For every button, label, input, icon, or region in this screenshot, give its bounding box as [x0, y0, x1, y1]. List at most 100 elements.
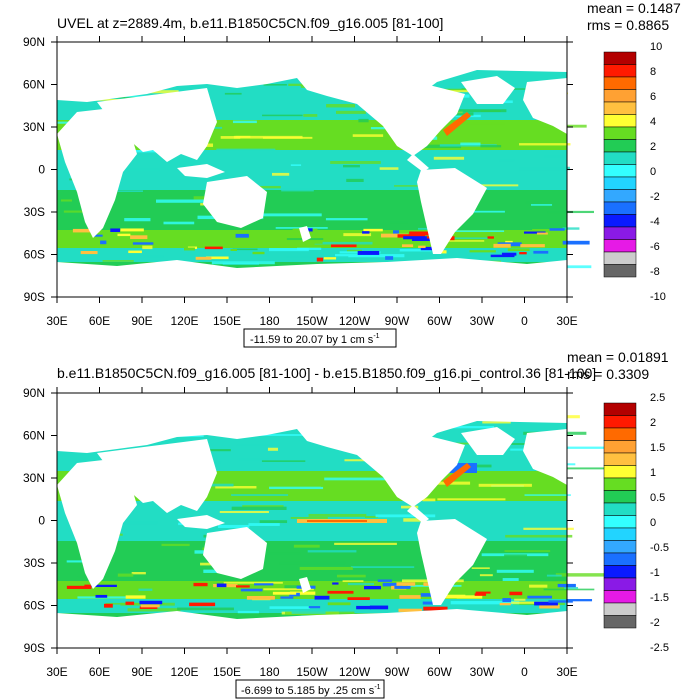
jet-streak	[487, 236, 494, 239]
ocean-streak	[314, 241, 373, 245]
colorbar-segment	[603, 602, 637, 616]
colorbar-segment	[603, 251, 637, 265]
ocean-streak	[530, 204, 553, 206]
jet-streak	[104, 603, 113, 608]
ocean-streak	[403, 518, 425, 522]
jet-streak	[418, 245, 426, 249]
colorbar-label: -4	[650, 216, 660, 228]
colorbar-segment	[603, 176, 637, 190]
colorbar-label: -6	[650, 241, 660, 253]
info-superscript: -1	[374, 684, 380, 691]
colorbar-segment	[603, 264, 637, 278]
colorbar-label: 8	[650, 66, 656, 78]
info-text: -11.59 to 20.07 by 1 cm s	[250, 334, 374, 346]
jet-streak	[469, 250, 496, 253]
jet-streak	[73, 592, 82, 596]
ocean-streak	[562, 227, 580, 230]
ocean-streak	[478, 483, 532, 487]
ocean-streak	[105, 602, 165, 605]
ocean-streak	[358, 118, 369, 123]
ocean-streak	[454, 109, 507, 113]
ocean-streak	[347, 582, 374, 586]
jet-streak	[91, 584, 117, 588]
jet-streak	[532, 229, 557, 232]
ocean-streak	[379, 167, 399, 170]
info-box: -11.59 to 20.07 by 1 cm s-1	[243, 328, 397, 348]
jet-streak	[509, 591, 523, 596]
colorbar-label: 1.5	[650, 442, 665, 454]
jet-streak	[306, 240, 323, 244]
jet-streak	[327, 602, 351, 606]
jet-streak	[254, 583, 274, 586]
ocean-streak	[523, 527, 574, 530]
jet-streak	[411, 238, 438, 242]
x-tick-label: 150E	[213, 314, 241, 328]
jet-streak	[140, 604, 160, 608]
gulf-stream-anomaly	[437, 463, 477, 473]
colorbar-segment	[603, 151, 637, 165]
colorbar-label: 4	[650, 116, 656, 128]
ocean-streak	[432, 426, 495, 429]
ocean-streak	[450, 601, 520, 605]
colorbar-segment	[603, 490, 637, 504]
jet-streak	[398, 608, 422, 612]
ocean-streak	[505, 534, 573, 538]
jet-streak	[547, 231, 565, 236]
colorbar-label: 0	[650, 166, 656, 178]
jet-streak	[66, 585, 92, 589]
jet-streak	[536, 232, 550, 235]
ocean-streak	[303, 114, 318, 117]
panel-top: UVEL at z=2889.4m, b.e11.B1850C5CN.f09_g…	[23, 0, 681, 348]
info-superscript: -1	[373, 333, 379, 340]
panel-title: UVEL at z=2889.4m, b.e11.B1850C5CN.f09_g…	[57, 15, 443, 31]
ocean-streak	[558, 467, 628, 470]
ocean-streak	[218, 524, 250, 528]
info-text: -6.699 to 5.185 by .25 cm s	[241, 685, 375, 697]
jet-streak	[252, 251, 265, 255]
x-tick-label: 30W	[470, 665, 495, 679]
ocean-band	[57, 248, 567, 262]
ocean-streak	[326, 104, 356, 108]
ocean-streak	[117, 573, 134, 577]
y-tick-label: 30N	[23, 120, 45, 134]
ocean-streak	[437, 498, 506, 501]
ocean-streak	[325, 218, 368, 221]
ocean-streak	[335, 110, 366, 114]
colorbar-labels: 10 8 6 4 2 0 -2 -4 -6 -8 -10	[650, 41, 666, 303]
colorbar-label: -8	[650, 266, 660, 278]
ocean-streak	[539, 578, 568, 582]
colorbar-label: -2	[650, 617, 660, 629]
colorbar-segment	[603, 477, 637, 491]
x-tick-label: 120E	[170, 665, 198, 679]
jet-streak	[401, 244, 414, 248]
jet-streak	[72, 228, 100, 233]
ocean-streak	[232, 248, 258, 251]
ocean-streak	[259, 520, 288, 524]
colorbar-segment	[603, 226, 637, 240]
jet-streak	[100, 240, 107, 245]
ocean-streak	[103, 520, 158, 525]
colorbar-label: 0	[650, 517, 656, 529]
colorbar	[603, 402, 637, 629]
map-area	[51, 387, 628, 654]
ocean-streak	[433, 156, 465, 160]
y-axis-labels: 90N 60N 30N 0 30S 60S 90S	[23, 35, 45, 304]
y-tick-label: 90S	[24, 290, 45, 304]
ocean-streak	[544, 155, 566, 158]
axis-ticks	[51, 36, 573, 303]
x-axis-labels: 30E 60E 90E 120E 150E 180 150W 120W 90W 60W 30W 0 30…	[46, 314, 577, 328]
colorbar-segment	[603, 402, 637, 416]
colorbar-label: 0.5	[650, 492, 665, 504]
colorbar-segment	[603, 201, 637, 215]
colorbar-segment	[603, 540, 637, 554]
map-area	[51, 36, 594, 303]
colorbar-label: -1	[650, 567, 660, 579]
jet-streak	[396, 582, 416, 586]
colorbar-segment	[603, 189, 637, 203]
ocean-streak	[482, 421, 511, 424]
x-tick-label: 60E	[89, 314, 110, 328]
jet-streak	[174, 234, 190, 238]
jet-streak	[356, 605, 372, 610]
colorbar-segment	[603, 502, 637, 516]
ocean-streak	[479, 574, 493, 577]
